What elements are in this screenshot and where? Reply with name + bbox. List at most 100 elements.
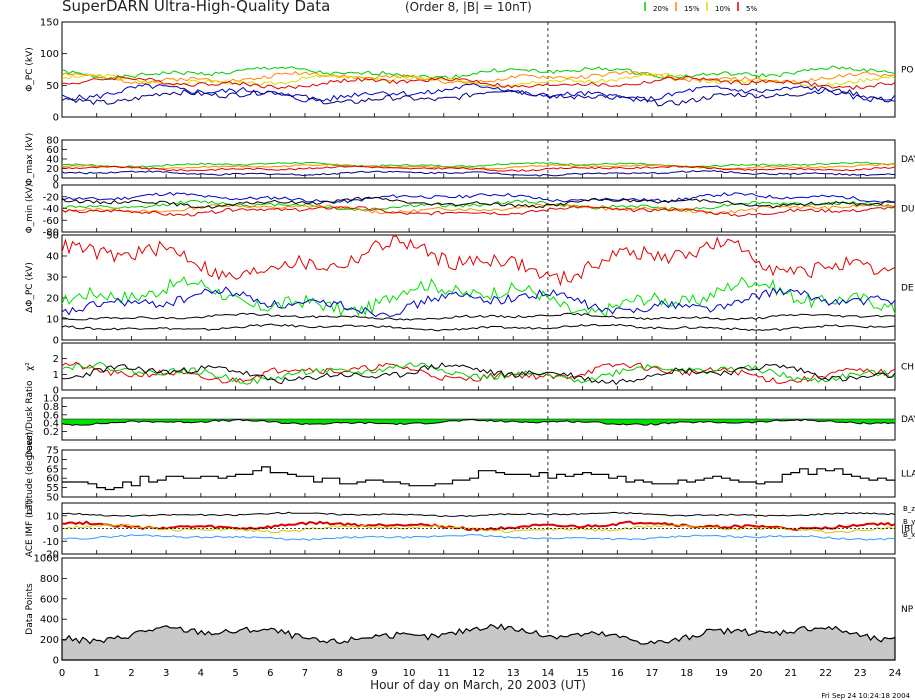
series-line xyxy=(61,165,896,172)
x-tick-label: 19 xyxy=(715,668,728,679)
x-tick-label: 11 xyxy=(437,668,450,679)
y-tick-label: 75 xyxy=(46,446,59,457)
y-tick-label: 2 xyxy=(53,354,59,365)
x-tick-label: 8 xyxy=(336,668,342,679)
panel-side-label: DAY xyxy=(901,155,915,165)
y-tick-label: 0.8 xyxy=(43,402,59,413)
y-tick-label: 50 xyxy=(46,231,59,242)
series-line xyxy=(61,361,896,385)
plot-subtitle: (Order 8, |B| = 10nT) xyxy=(405,0,532,14)
series-line xyxy=(61,276,896,318)
panel-side-label: DE xyxy=(901,284,914,294)
y-tick-label: 60 xyxy=(46,145,59,156)
x-tick-label: 18 xyxy=(680,668,693,679)
panel-ratio: 0.20.40.60.81.0 Dawn/Dusk Ratio DAY xyxy=(25,380,915,458)
x-tick-label: 17 xyxy=(646,668,659,679)
y-tick-label: 0.2 xyxy=(43,427,59,438)
panel-side-label: PO PO xyxy=(901,66,915,76)
plot-timestamp: Fri Sep 24 10:24:18 2004 xyxy=(821,692,910,700)
y-tick-label: 150 xyxy=(40,18,59,29)
boundary-step-line xyxy=(62,466,895,491)
y-axis-label: ACE IMF (nT) xyxy=(25,500,35,558)
quality-legend: 20% 15% 10% 5% xyxy=(644,2,757,13)
legend-label: 10% xyxy=(715,5,731,13)
y-axis-label: Latitude (degrees) xyxy=(25,432,35,515)
series-line xyxy=(61,191,896,204)
y-tick-label: 800 xyxy=(40,574,59,585)
y-tick-label: -60 xyxy=(43,216,59,227)
series-line xyxy=(61,82,896,103)
x-axis-label: Hour of day on March, 20 2003 (UT) xyxy=(370,678,586,692)
y-tick-label: 40 xyxy=(46,155,59,166)
series-line xyxy=(61,199,896,212)
y-tick-label: 20 xyxy=(46,294,59,305)
panel-phi_min: -80-60-40-200 Φ_min (kV) DU xyxy=(25,181,915,239)
series-line xyxy=(61,169,896,177)
x-tick-label: 23 xyxy=(854,668,867,679)
series-line xyxy=(61,362,896,386)
series-line xyxy=(61,520,896,532)
panel-side-label: DU xyxy=(901,205,915,215)
y-tick-label: 0.4 xyxy=(43,419,59,430)
y-tick-label: 0 xyxy=(53,174,59,185)
x-tick-label: 3 xyxy=(163,668,169,679)
x-tick-label: 0 xyxy=(59,668,65,679)
panel-npts: 0 200 400 600 800 1000 Data Points NP xyxy=(25,554,914,667)
y-tick-label: 600 xyxy=(40,594,59,605)
series-line xyxy=(61,235,896,287)
panel-frame xyxy=(61,21,896,118)
panel-side-label: LLA xyxy=(901,470,915,480)
y-tick-label: 0 xyxy=(53,656,59,667)
legend-label: 20% xyxy=(653,5,669,13)
y-tick-label: -40 xyxy=(43,204,59,215)
y-tick-label: 0 xyxy=(53,336,59,347)
x-tick-label: 1 xyxy=(94,668,100,679)
series-line xyxy=(61,511,896,518)
y-tick-label: 50 xyxy=(46,493,59,504)
series-line xyxy=(61,361,896,385)
x-tick-label: 21 xyxy=(785,668,798,679)
x-tick-label: 9 xyxy=(371,668,377,679)
y-tick-label: 0 xyxy=(53,386,59,397)
x-tick-label: 4 xyxy=(198,668,204,679)
panel-side-label: CH xyxy=(901,363,914,373)
dusk-dominant-fill xyxy=(62,419,895,426)
series-line xyxy=(61,75,896,90)
series-line xyxy=(61,196,895,209)
y-tick-label: 0 xyxy=(53,524,59,535)
x-tick-label: 14 xyxy=(542,668,555,679)
plot-title: SuperDARN Ultra-High-Quality Data xyxy=(62,0,330,15)
y-tick-label: 30 xyxy=(46,273,59,284)
x-tick-label: 12 xyxy=(472,668,485,679)
y-tick-label: -10 xyxy=(43,537,59,548)
panel-frame xyxy=(61,342,896,391)
x-tick-label: 2 xyxy=(128,668,134,679)
ratio-line xyxy=(61,418,896,426)
y-tick-label: 70 xyxy=(46,455,59,466)
x-axis: 0 1 2 3 4 5 6 7 8 9 10 11 12 13 14 15 16 17 18 19 20 21 22 23 24 xyxy=(59,668,902,679)
y-tick-label: 0 xyxy=(53,181,59,192)
series-line xyxy=(61,205,896,217)
panel-side-label: DAY xyxy=(901,415,915,425)
y-axis-label: Dawn/Dusk Ratio xyxy=(25,380,35,458)
y-tick-label: 40 xyxy=(46,252,59,263)
x-tick-label: 13 xyxy=(507,668,520,679)
x-tick-label: 5 xyxy=(232,668,238,679)
series-line xyxy=(61,323,896,332)
y-tick-label: 0 xyxy=(53,113,59,124)
y-axis-label: ΔΦ_PC (kV) xyxy=(25,262,35,313)
panel-dphi: 0 10 20 30 40 50 ΔΦ_PC (kV) DE xyxy=(25,231,914,347)
y-axis-label: Φ_min (kV) xyxy=(25,184,35,234)
y-tick-label: 1 xyxy=(53,370,59,381)
y-tick-label: 80 xyxy=(46,136,59,147)
y-tick-label: 10 xyxy=(46,315,59,326)
imf-component-label: B_z xyxy=(903,505,915,513)
x-tick-label: 22 xyxy=(819,668,832,679)
y-tick-label: -20 xyxy=(43,550,59,561)
y-tick-label: 65 xyxy=(46,464,59,475)
y-tick-label: 20 xyxy=(46,164,59,175)
y-axis-label: Φ_PC (kV) xyxy=(25,47,35,92)
legend-label: 5% xyxy=(746,5,757,13)
